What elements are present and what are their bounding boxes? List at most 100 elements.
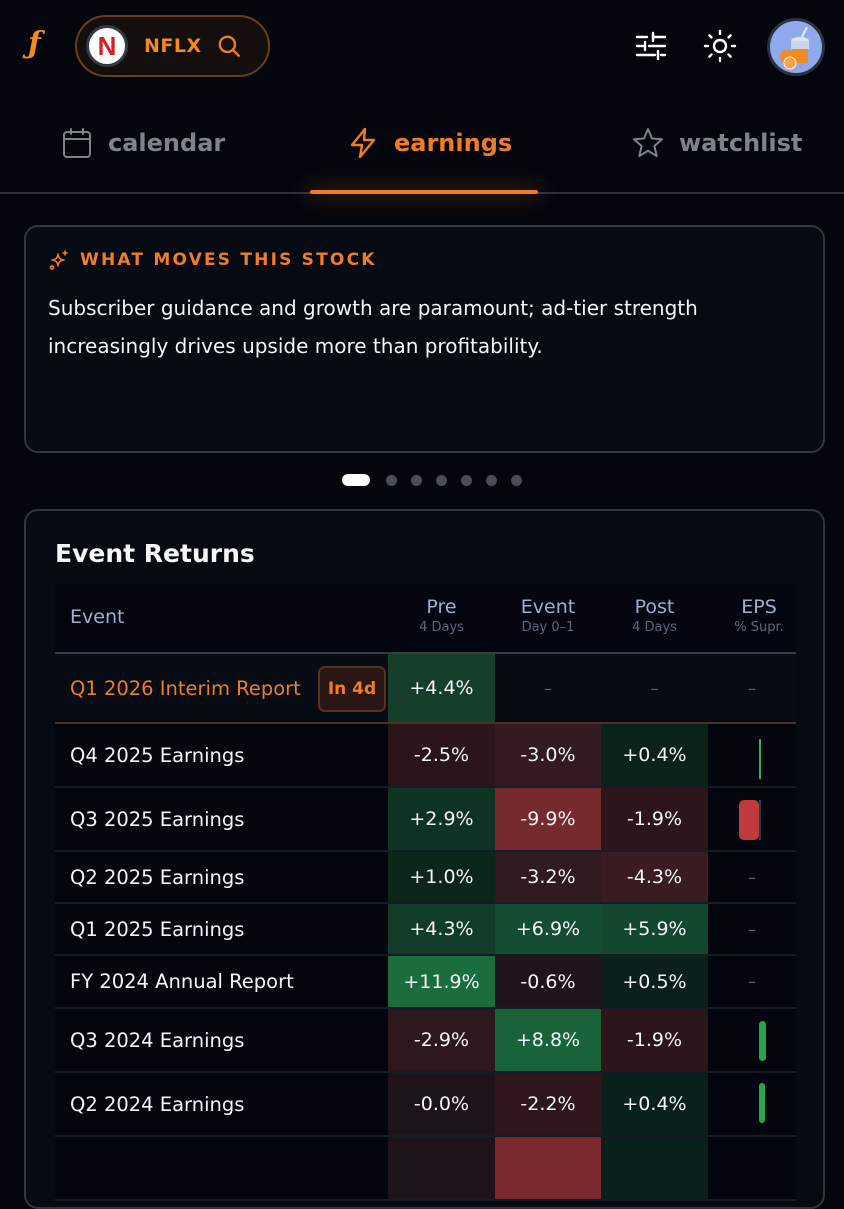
pre-return: -2.5% (388, 724, 495, 786)
table-row[interactable]: Q3 2025 Earnings +2.9% -9.9% -1.9% (55, 788, 796, 852)
table-row[interactable]: Q2 2025 Earnings +1.0% -3.2% -4.3% – (55, 852, 796, 904)
pre-return (388, 1137, 495, 1199)
tab-watchlist[interactable]: watchlist (631, 126, 802, 160)
event-name: Q3 2024 Earnings (70, 1028, 245, 1052)
column-header-post[interactable]: Post 4 Days (601, 596, 708, 635)
tab-label: watchlist (679, 129, 803, 157)
table-row-upcoming[interactable]: Q1 2026 Interim Report In 4d +4.4% – – – (55, 654, 796, 724)
insight-card[interactable]: WHAT MOVES THIS STOCK Subscriber guidanc… (24, 225, 825, 453)
active-tab-indicator (310, 190, 538, 194)
tab-calendar[interactable]: calendar (60, 126, 225, 160)
tab-label: calendar (108, 129, 226, 157)
pre-return: +2.9% (388, 788, 495, 850)
post-return: +5.9% (601, 904, 708, 954)
pagination-dot[interactable] (411, 474, 422, 486)
column-label: Pre (426, 596, 457, 618)
insight-title: WHAT MOVES THIS STOCK (80, 250, 377, 270)
table-header: Event Pre 4 Days Event Day 0–1 Post 4 Da… (55, 584, 796, 654)
event-return: -2.2% (495, 1073, 601, 1135)
table-row[interactable]: Q4 2025 Earnings -2.5% -3.0% +0.4% (55, 724, 796, 788)
column-label: Post (634, 596, 675, 618)
pagination-dot[interactable] (486, 474, 497, 486)
pagination-dot[interactable] (386, 474, 397, 486)
eps-bar-positive (759, 1083, 765, 1123)
table-row[interactable]: Q2 2024 Earnings -0.0% -2.2% +0.4% (55, 1073, 796, 1137)
post-return: -4.3% (601, 852, 708, 902)
event-name: Q3 2025 Earnings (70, 807, 245, 831)
post-return: – (650, 678, 659, 698)
event-return: -3.2% (495, 852, 601, 902)
table-row[interactable]: FY 2024 Annual Report +11.9% -0.6% +0.5%… (55, 956, 796, 1009)
search-icon (218, 35, 240, 57)
event-returns-table: Event Pre 4 Days Event Day 0–1 Post 4 Da… (55, 584, 796, 1201)
pagination-dot[interactable] (511, 474, 522, 486)
event-returns-title: Event Returns (55, 539, 255, 568)
eps-surprise (708, 1009, 796, 1071)
sparkle-icon (49, 250, 68, 270)
column-sublabel: 4 Days (419, 620, 464, 635)
column-sublabel: 4 Days (632, 620, 677, 635)
column-header-eps[interactable]: EPS % Supr. (708, 596, 810, 635)
eps-surprise (708, 788, 796, 850)
column-header-event-day[interactable]: Event Day 0–1 (495, 596, 601, 635)
column-label: Event (520, 596, 576, 618)
orange-juice-avatar-icon (780, 26, 809, 70)
table-row[interactable]: Q3 2024 Earnings -2.9% +8.8% -1.9% (55, 1009, 796, 1073)
event-name: FY 2024 Annual Report (70, 970, 294, 993)
pre-return: +11.9% (388, 956, 495, 1007)
avatar[interactable] (767, 18, 825, 76)
post-return: +0.4% (601, 1073, 708, 1135)
event-return: – (544, 678, 552, 698)
event-return: -0.6% (495, 956, 601, 1007)
event-name: Q1 2025 Earnings (70, 917, 245, 941)
column-label: EPS (741, 596, 777, 618)
event-return: +6.9% (495, 904, 601, 954)
event-returns-card: Event Returns Event Pre 4 Days Event Day… (24, 509, 825, 1209)
event-return: +8.8% (495, 1009, 601, 1071)
insight-header: WHAT MOVES THIS STOCK (48, 249, 377, 271)
insight-body: Subscriber guidance and growth are param… (48, 296, 698, 358)
pagination-dot[interactable] (461, 474, 472, 486)
main-tabs: calendar earnings watchlist (0, 96, 844, 194)
eps-surprise: – (748, 919, 756, 939)
event-name: Q2 2024 Earnings (70, 1092, 245, 1116)
column-sublabel: Day 0–1 (521, 620, 575, 635)
eps-bar-positive (759, 1021, 766, 1061)
column-header-event[interactable]: Event (70, 606, 125, 628)
table-row-partial[interactable] (55, 1137, 796, 1201)
eps-surprise: – (748, 972, 756, 991)
post-return: +0.5% (601, 956, 708, 1007)
calendar-icon (63, 128, 91, 158)
event-name: Q4 2025 Earnings (70, 743, 245, 767)
tab-label: earnings (394, 129, 513, 157)
event-return: -9.9% (495, 788, 601, 850)
tab-earnings[interactable]: earnings (346, 126, 512, 160)
pre-return: -0.0% (388, 1073, 495, 1135)
column-sublabel: % Supr. (734, 620, 784, 635)
ticker-search-pill[interactable]: N NFLX (75, 15, 270, 77)
pagination-dot-active[interactable] (342, 474, 370, 486)
filter-sliders-icon[interactable] (634, 29, 668, 63)
post-return: +0.4% (601, 724, 708, 786)
eps-surprise: – (748, 678, 756, 698)
lightning-icon (350, 127, 376, 159)
sun-icon[interactable] (703, 29, 737, 63)
pre-return: +4.3% (388, 904, 495, 954)
pagination-dot[interactable] (436, 474, 447, 486)
pre-return: -2.9% (388, 1009, 495, 1071)
post-return: -1.9% (601, 788, 708, 850)
event-return (495, 1137, 601, 1199)
app-logo[interactable]: ƒ (28, 26, 41, 61)
table-row[interactable]: Q1 2025 Earnings +4.3% +6.9% +5.9% – (55, 904, 796, 956)
post-return (601, 1137, 708, 1199)
carousel-pagination (0, 474, 844, 486)
app-header: ƒ N NFLX (0, 0, 844, 96)
star-icon (633, 128, 663, 157)
ticker-symbol: NFLX (144, 35, 202, 57)
post-return: -1.9% (601, 1009, 708, 1071)
eps-bar-positive (759, 739, 761, 779)
pre-return: +1.0% (388, 852, 495, 902)
column-header-pre[interactable]: Pre 4 Days (388, 596, 495, 635)
upcoming-badge: In 4d (318, 666, 386, 712)
pre-return: +4.4% (388, 654, 495, 722)
